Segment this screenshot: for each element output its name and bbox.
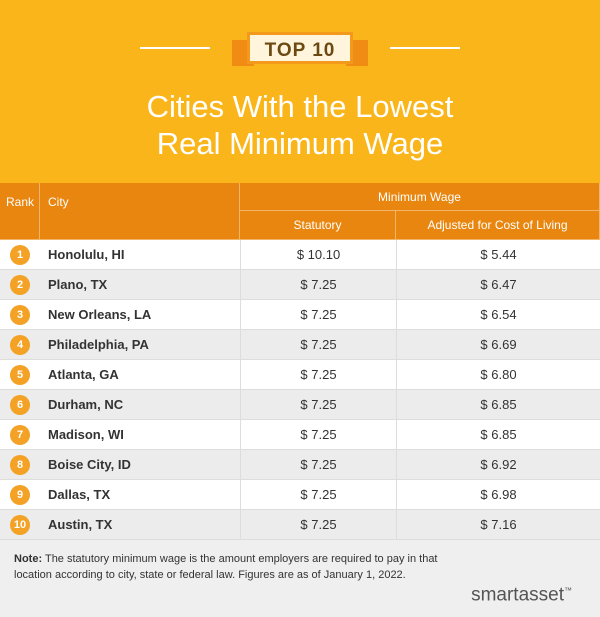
city-cell: Philadelphia, PA [40, 330, 240, 360]
city-cell: New Orleans, LA [40, 300, 240, 330]
city-cell: Plano, TX [40, 270, 240, 300]
col-header: Rank [0, 183, 40, 240]
city-cell: Madison, WI [40, 420, 240, 450]
rank-cell: 3 [0, 300, 40, 330]
note-label: Note: [14, 553, 43, 565]
rank-badge: 5 [10, 364, 30, 385]
adjusted-cell: $ 6.92 [396, 450, 600, 480]
city-cell: Dallas, TX [40, 480, 240, 510]
header: TOP 10 Cities With the Lowest Real Minim… [0, 0, 600, 183]
rank-cell: 6 [0, 390, 40, 420]
rule [390, 47, 460, 49]
rank-badge: 7 [10, 424, 30, 445]
adjusted-cell: $ 6.54 [396, 300, 600, 330]
brand: smartasset [471, 584, 564, 605]
rank-cell: 7 [0, 420, 40, 450]
rank-badge: 10 [10, 514, 30, 535]
statutory-cell: $ 10.10 [240, 240, 396, 270]
rank-cell: 8 [0, 450, 40, 480]
adjusted-cell: $ 6.98 [396, 480, 600, 510]
statutory-cell: $ 7.25 [240, 450, 396, 480]
city-cell: Atlanta, GA [40, 360, 240, 390]
rule [140, 47, 210, 49]
statutory-cell: $ 7.25 [240, 390, 396, 420]
adjusted-cell: $ 6.80 [396, 360, 600, 390]
rank-badge: 8 [10, 454, 30, 475]
statutory-cell: $ 7.25 [240, 270, 396, 300]
rank-cell: 1 [0, 240, 40, 270]
adjusted-cell: $ 6.85 [396, 390, 600, 420]
city-cell: Austin, TX [40, 510, 240, 540]
rank-badge: 1 [10, 244, 30, 265]
rank-cell: 5 [0, 360, 40, 390]
adjusted-cell: $ 6.47 [396, 270, 600, 300]
statutory-cell: $ 7.25 [240, 360, 396, 390]
title: Cities With the Lowest Real Minimum Wage [0, 88, 600, 162]
rank-badge: 3 [10, 304, 30, 325]
statutory-cell: $ 7.25 [240, 480, 396, 510]
note: Note: The statutory minimum wage is the … [14, 551, 444, 583]
badge: TOP 10 [247, 32, 353, 64]
rank-cell: 2 [0, 270, 40, 300]
rank-cell: 4 [0, 330, 40, 360]
rank-cell: 9 [0, 480, 40, 510]
rank-badge: 9 [10, 484, 30, 505]
rank-badge: 4 [10, 334, 30, 355]
col-header: Statutory [240, 211, 396, 240]
title-line: Cities With the Lowest [146, 89, 454, 124]
statutory-cell: $ 7.25 [240, 420, 396, 450]
rank-badge: 6 [10, 394, 30, 415]
city-cell: Durham, NC [40, 390, 240, 420]
adjusted-cell: $ 7.16 [396, 510, 600, 540]
statutory-cell: $ 7.25 [240, 510, 396, 540]
city-cell: Honolulu, HI [40, 240, 240, 270]
rank-badge: 2 [10, 274, 30, 295]
adjusted-cell: $ 6.69 [396, 330, 600, 360]
statutory-cell: $ 7.25 [240, 330, 396, 360]
adjusted-cell: $ 6.85 [396, 420, 600, 450]
statutory-cell: $ 7.25 [240, 300, 396, 330]
title-line: Real Minimum Wage [156, 126, 444, 161]
note-text: The statutory minimum wage is the amount… [14, 553, 438, 581]
col-header: Adjusted for Cost of Living [396, 211, 600, 240]
adjusted-cell: $ 5.44 [396, 240, 600, 270]
trademark: ™ [564, 585, 572, 595]
col-group-header: Minimum Wage [240, 183, 600, 211]
rank-cell: 10 [0, 510, 40, 540]
col-header: City [40, 183, 240, 240]
city-cell: Boise City, ID [40, 450, 240, 480]
logo: smartasset™ [471, 583, 572, 605]
table: Rank City Minimum Wage Statutory Adjuste… [0, 183, 600, 540]
footer: Note: The statutory minimum wage is the … [0, 540, 600, 617]
